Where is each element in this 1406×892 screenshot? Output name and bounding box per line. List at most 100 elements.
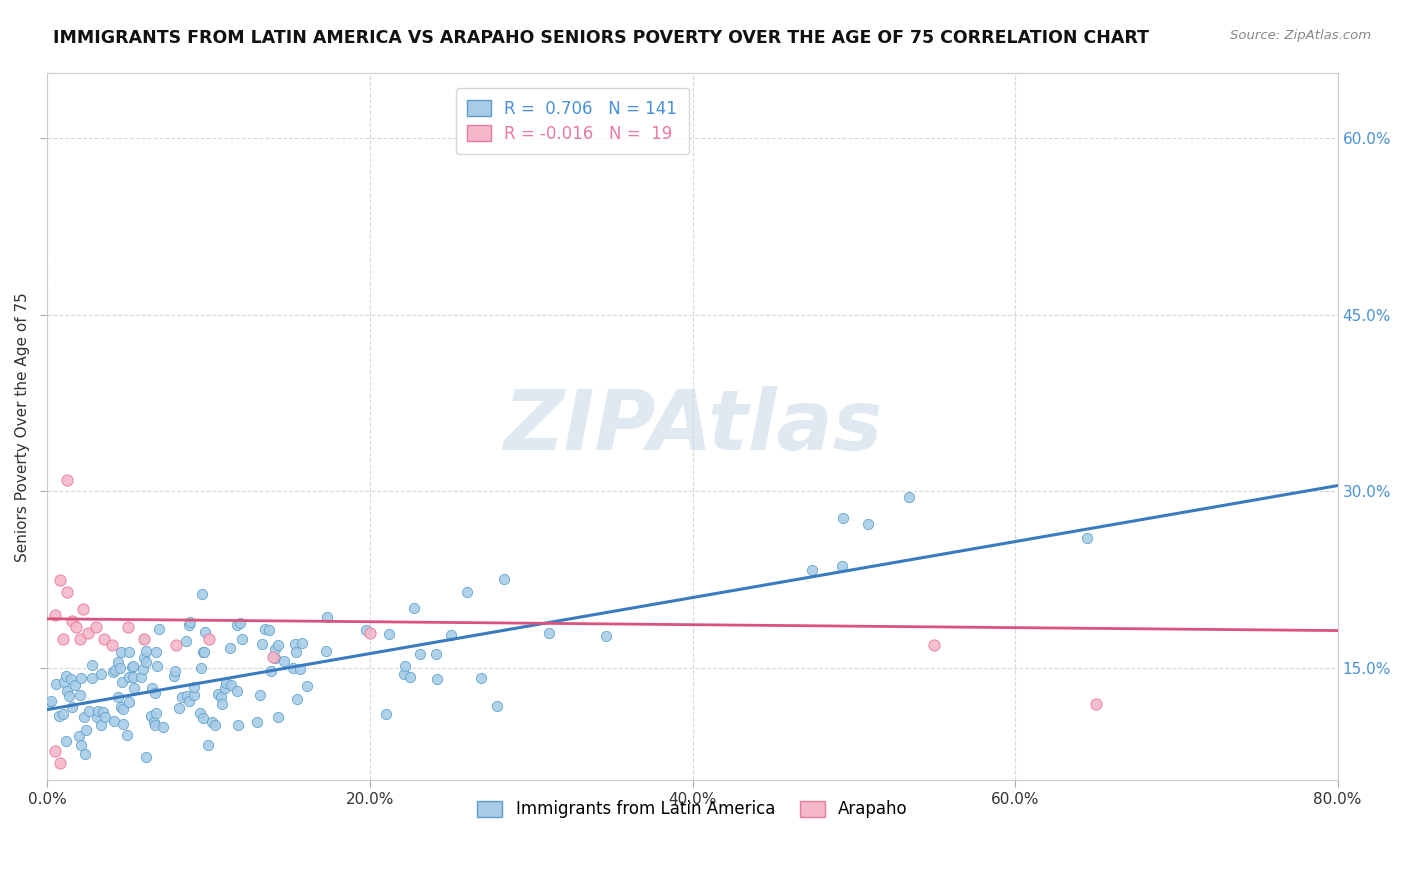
Point xyxy=(141,681,163,695)
Text: IMMIGRANTS FROM LATIN AMERICA VS ARAPAHO SENIORS POVERTY OVER THE AGE OF 75 CORR: IMMIGRANTS FROM LATIN AMERICA VS ARAPAHO… xyxy=(53,29,1150,46)
Point xyxy=(174,634,197,648)
Point xyxy=(131,670,153,684)
Point xyxy=(143,717,166,731)
Point xyxy=(80,671,103,685)
Point xyxy=(65,620,87,634)
Point xyxy=(145,706,167,720)
Point xyxy=(117,729,139,743)
Point xyxy=(425,648,447,662)
Point xyxy=(399,670,422,684)
Point xyxy=(70,671,93,685)
Text: Source: ZipAtlas.com: Source: ZipAtlas.com xyxy=(1230,29,1371,42)
Point xyxy=(264,651,287,665)
Point xyxy=(121,659,143,673)
Point xyxy=(290,636,312,650)
Point xyxy=(229,615,252,630)
Point xyxy=(148,622,170,636)
Point xyxy=(143,686,166,700)
Point xyxy=(211,697,233,711)
Point xyxy=(179,615,201,630)
Point xyxy=(439,627,461,641)
Point xyxy=(107,655,129,669)
Point xyxy=(190,661,212,675)
Point xyxy=(135,644,157,658)
Point xyxy=(90,667,112,681)
Point xyxy=(375,706,398,721)
Point xyxy=(378,627,401,641)
Point xyxy=(257,623,280,637)
Point xyxy=(75,723,97,737)
Point xyxy=(111,674,134,689)
Point xyxy=(392,666,415,681)
Point xyxy=(55,584,77,599)
Point xyxy=(73,747,96,761)
Point xyxy=(215,676,238,690)
Point xyxy=(63,677,86,691)
Point xyxy=(55,669,77,683)
Point xyxy=(183,688,205,702)
Point xyxy=(163,669,186,683)
Point xyxy=(209,690,232,704)
Point xyxy=(228,718,250,732)
Point xyxy=(176,690,198,704)
Point xyxy=(402,600,425,615)
Point xyxy=(359,626,381,640)
Point xyxy=(152,720,174,734)
Point xyxy=(179,694,201,708)
Point xyxy=(118,695,141,709)
Point xyxy=(264,641,287,656)
Point xyxy=(86,710,108,724)
Point xyxy=(77,704,100,718)
Point xyxy=(73,710,96,724)
Point xyxy=(197,632,219,646)
Point xyxy=(492,572,515,586)
Point xyxy=(191,644,214,658)
Point xyxy=(595,629,617,643)
Point xyxy=(214,681,236,695)
Point xyxy=(1084,697,1107,711)
Point xyxy=(283,661,305,675)
Point xyxy=(108,661,131,675)
Point xyxy=(60,699,83,714)
Point xyxy=(249,688,271,702)
Point xyxy=(93,632,115,646)
Point xyxy=(55,473,77,487)
Point xyxy=(219,640,242,655)
Point xyxy=(354,623,377,637)
Point xyxy=(131,662,153,676)
Point xyxy=(225,618,247,632)
Point xyxy=(250,637,273,651)
Point xyxy=(91,705,114,719)
Point xyxy=(39,694,62,708)
Point xyxy=(1076,531,1098,545)
Point xyxy=(197,738,219,752)
Point xyxy=(165,665,187,679)
Point xyxy=(262,649,284,664)
Point xyxy=(117,620,139,634)
Point xyxy=(84,620,107,634)
Point xyxy=(191,587,214,601)
Point xyxy=(832,511,855,525)
Point xyxy=(898,490,921,504)
Point xyxy=(273,654,295,668)
Point xyxy=(179,617,201,632)
Point xyxy=(124,681,146,695)
Point xyxy=(409,647,432,661)
Point xyxy=(267,709,290,723)
Point xyxy=(284,637,307,651)
Point xyxy=(76,626,98,640)
Point xyxy=(118,645,141,659)
Point xyxy=(204,717,226,731)
Point xyxy=(188,706,211,720)
Point xyxy=(315,610,337,624)
Text: ZIPAtlas: ZIPAtlas xyxy=(503,386,882,467)
Point xyxy=(70,738,93,752)
Point xyxy=(537,625,560,640)
Point xyxy=(121,660,143,674)
Point xyxy=(48,709,70,723)
Point xyxy=(45,677,67,691)
Point xyxy=(201,715,224,730)
Point xyxy=(49,573,72,587)
Point xyxy=(295,679,318,693)
Point xyxy=(111,716,134,731)
